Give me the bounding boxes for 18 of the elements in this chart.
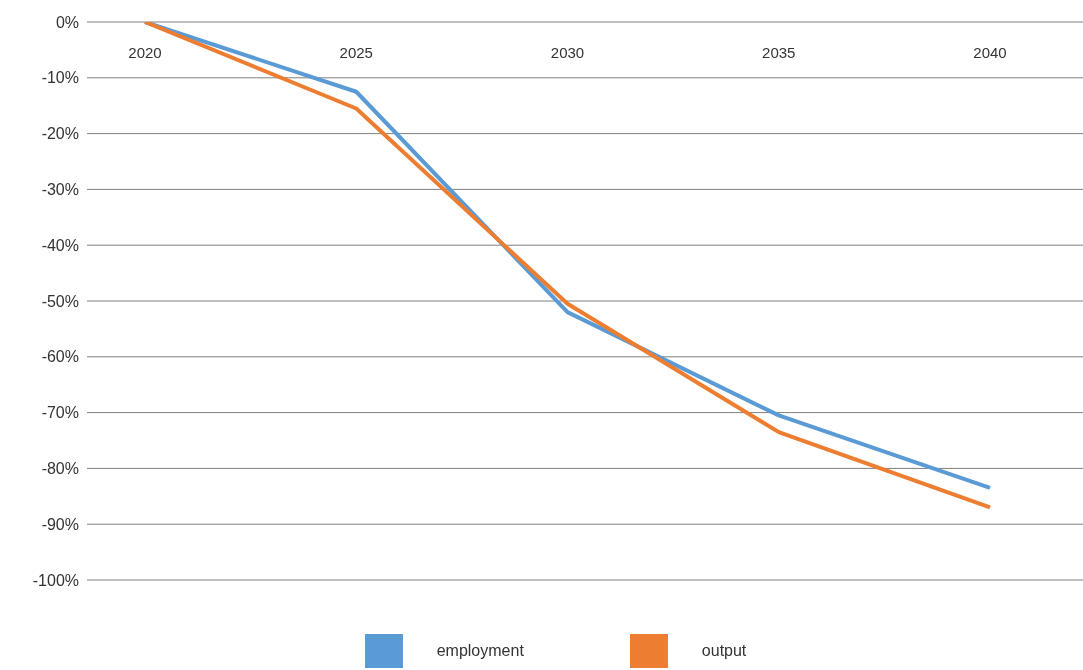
y-tick-label: -60% <box>41 348 79 366</box>
x-tick-label: 2035 <box>762 44 796 61</box>
y-tick-label: -50% <box>41 292 79 310</box>
x-tick-label: 2025 <box>339 44 373 61</box>
y-tick-label: -100% <box>32 571 79 589</box>
x-tick-label: 2030 <box>550 44 585 61</box>
y-tick-label: -30% <box>41 181 79 199</box>
x-tick-label: 2020 <box>128 44 162 61</box>
y-tick-label: -70% <box>41 404 79 422</box>
legend-label: output <box>701 642 747 660</box>
legend-label: employment <box>436 642 524 660</box>
y-tick-label: -20% <box>41 125 79 143</box>
y-tick-label: -80% <box>41 460 79 478</box>
y-tick-label: -40% <box>41 236 79 254</box>
y-tick-label: -90% <box>41 515 79 533</box>
x-tick-label: 2040 <box>973 44 1007 61</box>
y-tick-label: 0% <box>55 13 79 31</box>
y-tick-label: -10% <box>41 69 79 87</box>
